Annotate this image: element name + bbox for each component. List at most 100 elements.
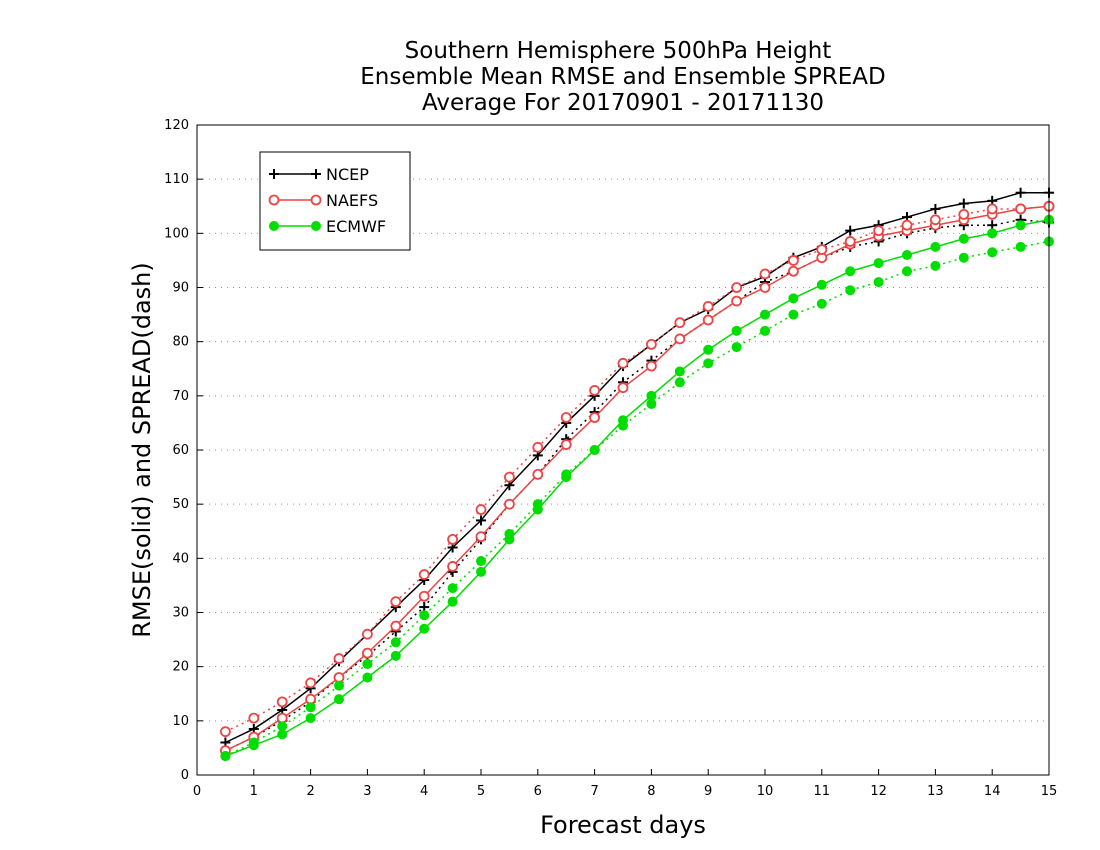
y-tick-label: 40	[172, 551, 189, 566]
series-naefs-spread-point	[475, 504, 487, 515]
series-ecmwf-spread-point	[731, 342, 742, 353]
x-tick-label: 3	[363, 784, 371, 799]
series-naefs-spread-point	[816, 244, 828, 255]
series-naefs-rmse-point	[390, 620, 402, 632]
legend-marker	[269, 221, 279, 231]
series-naefs-rmse-point	[788, 265, 799, 277]
series-ncep-rmse-point	[845, 225, 856, 236]
chart-title: Southern Hemisphere 500hPa Height Ensemb…	[360, 38, 885, 116]
legend-marker	[269, 169, 279, 179]
series-naefs-spread-point	[589, 385, 600, 396]
series-ecmwf-rmse-point	[731, 325, 742, 336]
series-naefs-spread-point	[276, 696, 288, 708]
x-tick-label: 12	[870, 784, 887, 799]
series-ecmwf-spread-point	[419, 610, 430, 621]
series-naefs-rmse-point	[503, 498, 515, 510]
series-ecmwf-rmse-point	[419, 623, 430, 634]
series-ncep-rmse-line	[225, 191, 1049, 744]
series-ecmwf-spread-point	[674, 377, 685, 388]
y-tick-label: 50	[172, 497, 189, 512]
series-ecmwf-rmse-point	[703, 344, 714, 355]
series-ecmwf-rmse-point	[816, 279, 827, 290]
series-ecmwf-spread-point	[987, 247, 998, 258]
gridlines	[197, 178, 1049, 722]
y-tick-label: 70	[172, 389, 189, 404]
series-ncep	[220, 187, 1054, 756]
series-naefs-spread-point	[390, 596, 402, 608]
series-ecmwf-spread-point	[845, 285, 856, 296]
series-ecmwf-spread-point	[504, 528, 515, 539]
series-ncep-rmse-point	[958, 198, 969, 209]
series-ecmwf-rmse-point	[362, 672, 373, 683]
series-naefs-rmse-point	[361, 647, 373, 659]
series-naefs-rmse-point	[589, 412, 600, 423]
y-tick-label: 10	[172, 714, 189, 729]
y-tick-label: 20	[172, 660, 189, 675]
series-ecmwf-rmse-point	[788, 293, 799, 304]
series-ecmwf-spread-point	[248, 737, 259, 748]
series-ncep-spread-line	[225, 219, 1050, 752]
series-naefs-spread-point	[901, 219, 913, 231]
series-naefs-spread-point	[646, 338, 657, 350]
x-tick-label: 0	[193, 784, 201, 799]
series-naefs-spread-line	[225, 205, 1050, 733]
series-ecmwf-spread-point	[1015, 241, 1026, 252]
series-ecmwf-rmse-point	[930, 241, 941, 252]
legend-item-ecmwf: ECMWF	[269, 217, 386, 236]
series-ecmwf-rmse-point	[987, 228, 998, 239]
series-naefs-rmse-point	[560, 439, 572, 450]
series-ecmwf-rmse-point	[305, 713, 316, 724]
series-ecmwf-rmse-point	[845, 266, 856, 277]
series-naefs-spread-point	[958, 208, 970, 220]
y-axis: 0 10 20 30 40 50 60 70 80 90 100 110 120	[164, 118, 203, 783]
series-ecmwf-spread-point	[703, 358, 714, 369]
legend-marker	[311, 169, 321, 179]
x-tick-label: 5	[477, 784, 485, 799]
series-naefs-spread-point	[930, 214, 941, 226]
series-ncep-rmse-point	[1015, 187, 1026, 198]
x-tick-label: 10	[757, 784, 774, 799]
series-naefs-spread-point	[503, 471, 515, 483]
title-line-3: Average For 20170901 - 20171130	[422, 90, 824, 116]
x-axis-label: Forecast days	[540, 811, 706, 839]
y-tick-label: 120	[164, 118, 189, 133]
series-ecmwf	[220, 214, 1054, 762]
series-ecmwf-spread-point	[305, 702, 316, 713]
y-tick-label: 110	[164, 172, 189, 187]
series-ecmwf-spread-point	[334, 680, 344, 691]
legend-marker	[268, 194, 280, 206]
series-ecmwf-spread-point	[873, 277, 884, 288]
series-naefs-spread-point	[759, 268, 771, 280]
title-line-1: Southern Hemisphere 500hPa Height	[405, 38, 832, 64]
title-line-2: Ensemble Mean RMSE and Ensemble SPREAD	[360, 64, 885, 90]
series-naefs-rmse-line	[225, 205, 1050, 752]
series-naefs-spread-point	[844, 236, 856, 247]
series-naefs-rmse-point	[646, 360, 657, 372]
series-naefs-spread-point	[333, 653, 345, 664]
x-tick-label: 13	[927, 784, 944, 799]
series-ecmwf-rmse-point	[334, 694, 344, 705]
series-naefs-rmse-point	[702, 314, 714, 326]
series-naefs-spread-point	[361, 628, 373, 640]
x-tick-label: 11	[814, 784, 831, 799]
y-tick-label: 80	[172, 335, 189, 350]
series-ecmwf-spread-point	[561, 469, 572, 480]
series-ecmwf-rmse-point	[1015, 220, 1026, 231]
series-ecmwf-spread-point	[618, 420, 628, 431]
series-ncep-rmse-point	[476, 515, 486, 526]
x-tick-label: 7	[590, 784, 598, 799]
legend-marker	[311, 221, 321, 231]
x-tick-label: 1	[250, 784, 258, 799]
series-naefs-spread-point	[248, 712, 260, 724]
series-ecmwf-rmse-point	[873, 258, 884, 269]
series-naefs-spread-point	[617, 357, 629, 369]
series-ecmwf-spread-point	[646, 398, 657, 409]
series-ecmwf-rmse-point	[902, 250, 912, 260]
series-naefs-spread-point	[560, 412, 572, 423]
x-tick-label: 2	[306, 784, 314, 799]
series-ecmwf-rmse-point	[447, 596, 458, 607]
series-naefs-rmse-point	[617, 382, 629, 394]
series-naefs-spread-point	[447, 533, 459, 545]
series-ecmwf-spread-point	[902, 266, 912, 277]
series-ecmwf-rmse-point	[958, 233, 969, 244]
